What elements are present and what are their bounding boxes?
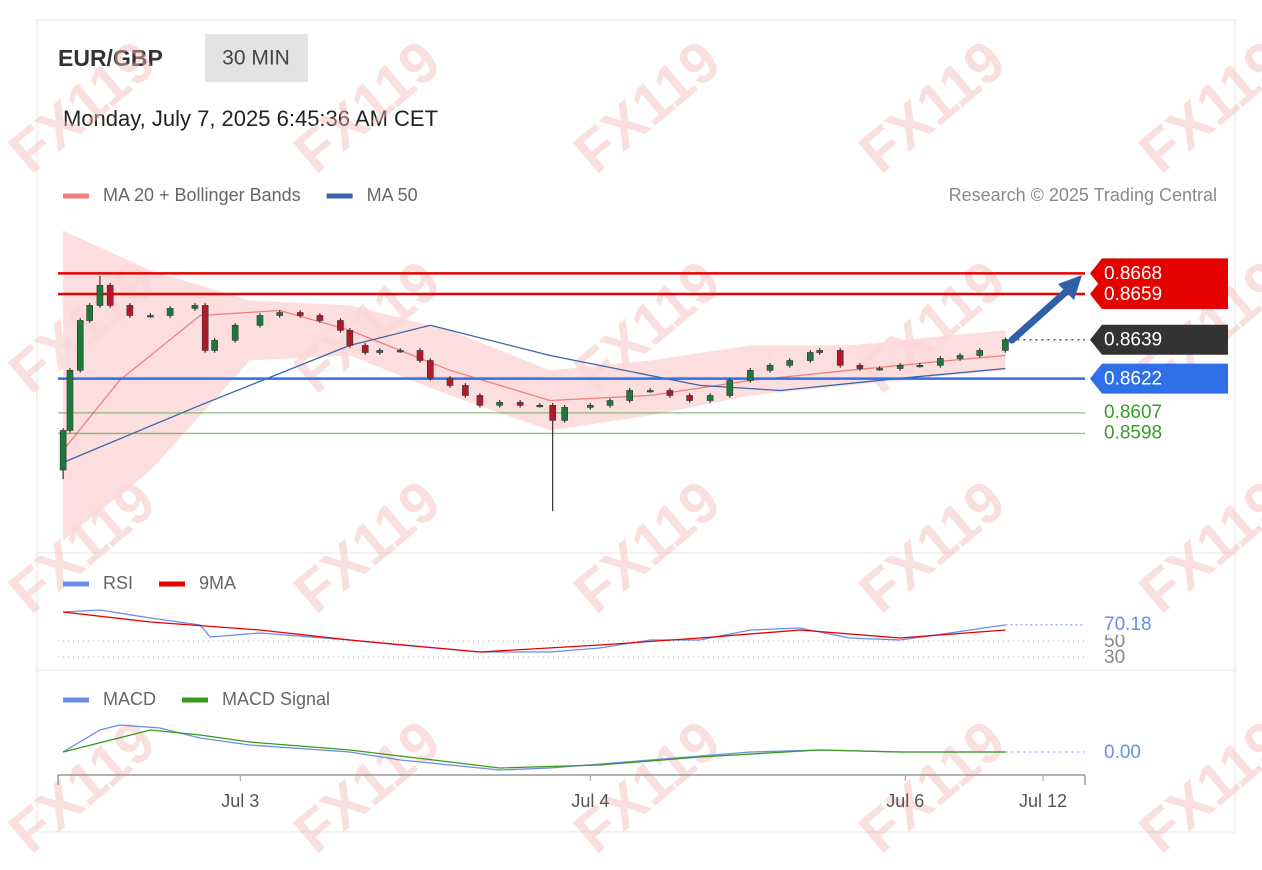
- candle-body: [426, 360, 434, 379]
- y-tick-label: 30: [1104, 647, 1125, 668]
- candle-body: [346, 330, 354, 346]
- candle-body: [626, 390, 633, 401]
- legend-label: MACD Signal: [222, 689, 330, 709]
- y-tick-label: 50: [1104, 631, 1125, 652]
- candle-body: [956, 355, 964, 359]
- candle-body: [666, 390, 674, 396]
- candle-body: [316, 315, 324, 321]
- candle-body: [549, 405, 556, 421]
- level-label-box: [1090, 279, 1228, 309]
- candle-body: [446, 378, 454, 386]
- candle-body: [856, 365, 864, 369]
- series-line: [62, 724, 1006, 771]
- candle-body: [361, 345, 369, 353]
- level-label-box: [1090, 324, 1228, 355]
- candle-body: [59, 430, 67, 471]
- candle-body: [816, 350, 823, 353]
- candle-body: [76, 320, 84, 371]
- legend-label: MACD: [103, 689, 156, 709]
- level-label-box: [1090, 363, 1228, 394]
- candle-body: [276, 312, 283, 316]
- timestamp: Monday, July 7, 2025 6:45:36 AM CET: [63, 106, 438, 131]
- candle-body: [476, 395, 484, 406]
- last-value-bg: [1100, 612, 1164, 635]
- candle-body: [496, 402, 503, 406]
- level-label: 0.8659: [1104, 284, 1162, 305]
- candle-body: [397, 350, 404, 353]
- level-label: 0.8622: [1104, 369, 1162, 390]
- candle-body: [786, 360, 794, 366]
- legend-label: MA 20 + Bollinger Bands: [103, 185, 301, 205]
- series-line: [62, 324, 1006, 464]
- bollinger-band: [63, 230, 1006, 541]
- candle-body: [147, 315, 154, 318]
- candle-body: [231, 325, 239, 341]
- x-tick-label: Jul 3: [221, 791, 259, 811]
- candle-body: [686, 395, 693, 401]
- candle-body: [876, 368, 883, 371]
- candle-body: [726, 380, 734, 396]
- candle-body: [766, 365, 774, 371]
- candle-body: [376, 350, 384, 353]
- candle-body: [896, 365, 904, 369]
- interval: 30 MIN: [222, 47, 290, 70]
- candle-body: [606, 400, 614, 406]
- symbol: EUR/GBP: [58, 45, 163, 71]
- forecast-arrow-head: [1058, 275, 1082, 300]
- last-value-label: 70.18: [1104, 614, 1152, 635]
- candle-body: [211, 340, 218, 351]
- series-line: [63, 611, 1006, 653]
- candle-body: [646, 390, 654, 393]
- candle-body: [296, 312, 304, 316]
- candle-body: [536, 405, 544, 408]
- level-label: 0.8639: [1104, 330, 1162, 351]
- candle-body: [256, 315, 264, 326]
- credit: Research © 2025 Trading Central: [949, 185, 1217, 205]
- candle-body: [166, 308, 174, 316]
- candle-body: [337, 320, 344, 331]
- x-tick-label: Jul 6: [886, 791, 924, 811]
- forecast-arrow: [1008, 286, 1072, 344]
- panel: [36, 19, 1236, 833]
- candle-body: [836, 350, 844, 366]
- candle-body: [916, 365, 924, 368]
- candle-body: [587, 405, 594, 408]
- candle-body: [462, 385, 469, 396]
- candle-body: [66, 370, 74, 431]
- y-tick-label: 0.00: [1104, 742, 1141, 763]
- candle-body: [706, 395, 714, 401]
- candle-body: [126, 305, 134, 316]
- candle-body: [806, 352, 814, 361]
- legend-label: 9MA: [199, 573, 236, 593]
- candle-body: [106, 285, 114, 306]
- candle-body: [976, 350, 984, 356]
- candle-body: [416, 350, 424, 361]
- candle-body: [747, 370, 754, 381]
- level-label: 0.8598: [1104, 422, 1162, 443]
- interval-box: [205, 34, 308, 82]
- candle-body: [516, 402, 524, 406]
- candle-body: [86, 305, 93, 321]
- x-tick-label: Jul 4: [571, 791, 609, 811]
- candle-body: [1002, 339, 1009, 351]
- series-line: [62, 309, 1006, 451]
- series-line: [62, 729, 1006, 769]
- x-tick-label: Jul 12: [1019, 791, 1067, 811]
- legend-label: MA 50: [367, 185, 418, 205]
- legend-label: RSI: [103, 573, 133, 593]
- candle-body: [96, 285, 104, 306]
- candle-body: [561, 407, 568, 421]
- level-label: 0.8607: [1104, 402, 1162, 423]
- candle-body: [937, 358, 944, 366]
- candle-body: [201, 305, 209, 351]
- candle-body: [191, 305, 199, 309]
